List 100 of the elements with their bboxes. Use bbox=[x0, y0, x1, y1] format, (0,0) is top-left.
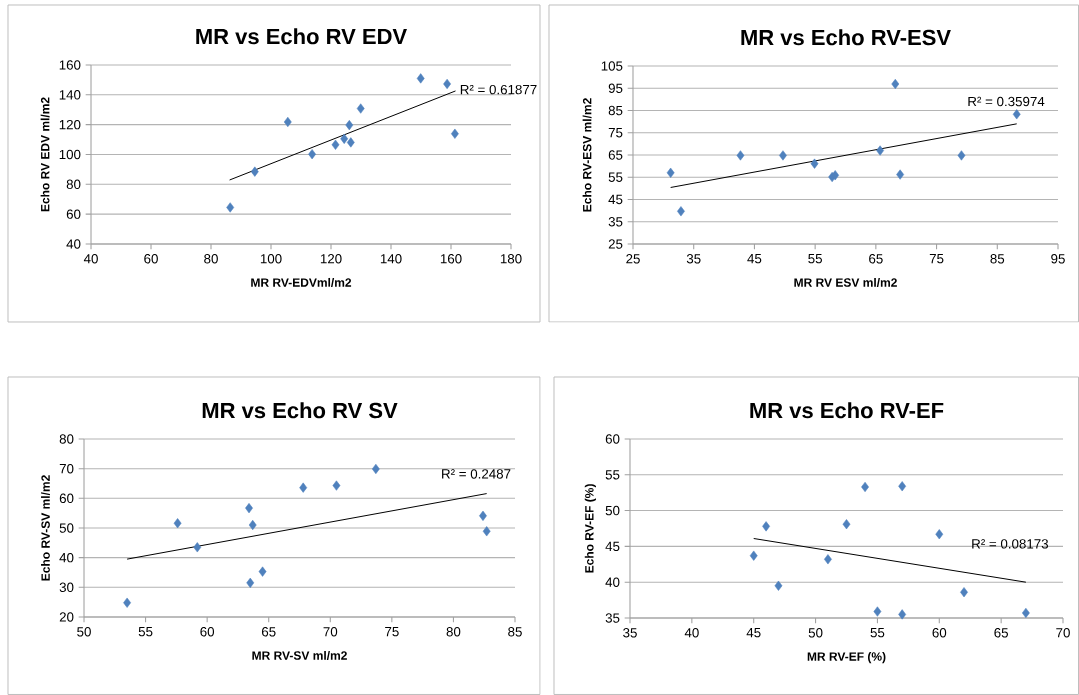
x-axis-title: MR RV-EF (%) bbox=[807, 651, 886, 664]
point bbox=[779, 150, 787, 161]
x-tick-label: 40 bbox=[684, 628, 699, 638]
x-tick-label: 75 bbox=[929, 254, 944, 264]
point bbox=[891, 78, 900, 90]
point bbox=[308, 149, 316, 160]
point bbox=[957, 150, 966, 161]
x-tick-label: 85 bbox=[508, 627, 522, 637]
x-tick-label: 25 bbox=[626, 254, 640, 264]
x-tick-label: 100 bbox=[260, 254, 282, 264]
point bbox=[443, 78, 451, 89]
point bbox=[123, 597, 131, 608]
y-tick-label: 25 bbox=[608, 239, 623, 249]
annotation: R² = 0.61877 bbox=[460, 84, 537, 95]
y-tick-label: 30 bbox=[59, 582, 74, 593]
point bbox=[762, 521, 770, 532]
y-tick-label: 55 bbox=[608, 172, 623, 182]
point bbox=[479, 510, 487, 521]
annotation: R² = 0.08173 bbox=[972, 539, 1049, 549]
point bbox=[451, 128, 459, 139]
x-tick-label: 55 bbox=[808, 254, 822, 264]
x-tick-label: 60 bbox=[200, 627, 215, 637]
y-tick-label: 70 bbox=[59, 463, 74, 474]
point bbox=[876, 145, 884, 156]
point bbox=[416, 73, 425, 84]
point bbox=[898, 481, 907, 492]
y-tick-label: 85 bbox=[608, 105, 623, 116]
y-tick-label: 50 bbox=[59, 523, 74, 533]
point bbox=[896, 169, 905, 180]
x-tick-label: 60 bbox=[144, 254, 158, 264]
point bbox=[960, 587, 968, 598]
y-tick-label: 45 bbox=[605, 541, 620, 552]
x-tick-label: 70 bbox=[1056, 628, 1070, 638]
y-tick-label: 60 bbox=[605, 434, 620, 444]
point bbox=[898, 609, 907, 620]
y-tick-label: 120 bbox=[59, 119, 81, 130]
y-tick-label: 95 bbox=[608, 83, 623, 93]
y-axis-title: Echo RV-SV ml/m2 bbox=[41, 475, 50, 581]
point bbox=[677, 206, 685, 217]
point bbox=[824, 554, 832, 565]
x-axis-title: MR RV-EDVml/m2 bbox=[251, 277, 352, 287]
x-tick-label: 70 bbox=[323, 627, 338, 637]
x-tick-label: 80 bbox=[446, 627, 461, 637]
y-tick-label: 80 bbox=[66, 179, 81, 190]
y-tick-label: 20 bbox=[59, 612, 74, 622]
y-tick-label: 45 bbox=[608, 194, 623, 205]
y-tick-label: 35 bbox=[605, 613, 620, 623]
x-tick-label: 55 bbox=[870, 628, 885, 638]
point bbox=[356, 103, 365, 114]
y-tick-label: 50 bbox=[605, 505, 620, 516]
x-tick-label: 50 bbox=[808, 628, 823, 638]
x-tick-label: 95 bbox=[1051, 254, 1065, 264]
x-tick-label: 180 bbox=[500, 254, 522, 264]
point bbox=[749, 550, 758, 561]
point bbox=[248, 519, 257, 531]
x-tick-label: 45 bbox=[746, 628, 761, 638]
chart-title: MR vs Echo RV-EF bbox=[750, 402, 944, 419]
y-tick-label: 140 bbox=[59, 90, 81, 100]
point bbox=[666, 167, 675, 178]
chart-title: MR vs Echo RV SV bbox=[202, 402, 398, 419]
y-tick-label: 75 bbox=[608, 128, 623, 138]
point bbox=[873, 606, 882, 617]
y-tick-label: 100 bbox=[59, 149, 81, 160]
y-axis-title: Echo RV EDV ml/m2 bbox=[40, 97, 50, 212]
y-tick-label: 40 bbox=[59, 552, 74, 563]
point bbox=[283, 116, 292, 128]
annotation: R² = 0.35974 bbox=[968, 96, 1045, 107]
point bbox=[193, 542, 202, 553]
point bbox=[226, 202, 235, 213]
y-axis-title: Echo RV-ESV ml/m2 bbox=[582, 98, 592, 212]
point bbox=[245, 503, 253, 514]
y-tick-label: 80 bbox=[59, 434, 74, 444]
point bbox=[1012, 109, 1021, 120]
x-tick-label: 40 bbox=[83, 254, 98, 264]
x-axis-title: MR RV-SV ml/m2 bbox=[252, 650, 347, 660]
point bbox=[736, 150, 745, 161]
y-tick-label: 160 bbox=[59, 60, 81, 70]
point bbox=[332, 480, 341, 491]
y-tick-label: 105 bbox=[601, 61, 623, 71]
x-tick-label: 60 bbox=[932, 628, 947, 638]
x-tick-label: 65 bbox=[261, 627, 276, 637]
point bbox=[299, 482, 308, 493]
x-tick-label: 140 bbox=[380, 254, 402, 264]
point bbox=[810, 158, 819, 169]
y-tick-label: 55 bbox=[605, 470, 620, 480]
x-tick-label: 85 bbox=[990, 254, 1005, 264]
x-tick-label: 35 bbox=[623, 628, 637, 638]
x-tick-label: 160 bbox=[440, 254, 462, 264]
x-tick-label: 35 bbox=[686, 254, 701, 264]
point bbox=[345, 120, 354, 131]
point bbox=[346, 137, 355, 148]
point bbox=[340, 133, 349, 144]
point bbox=[774, 580, 783, 591]
y-tick-label: 40 bbox=[66, 239, 81, 249]
point bbox=[935, 529, 944, 540]
point bbox=[258, 566, 267, 577]
point bbox=[371, 463, 380, 475]
y-axis-title: Echo RV-EF (%) bbox=[584, 484, 596, 573]
point bbox=[250, 166, 259, 177]
point bbox=[482, 526, 491, 537]
